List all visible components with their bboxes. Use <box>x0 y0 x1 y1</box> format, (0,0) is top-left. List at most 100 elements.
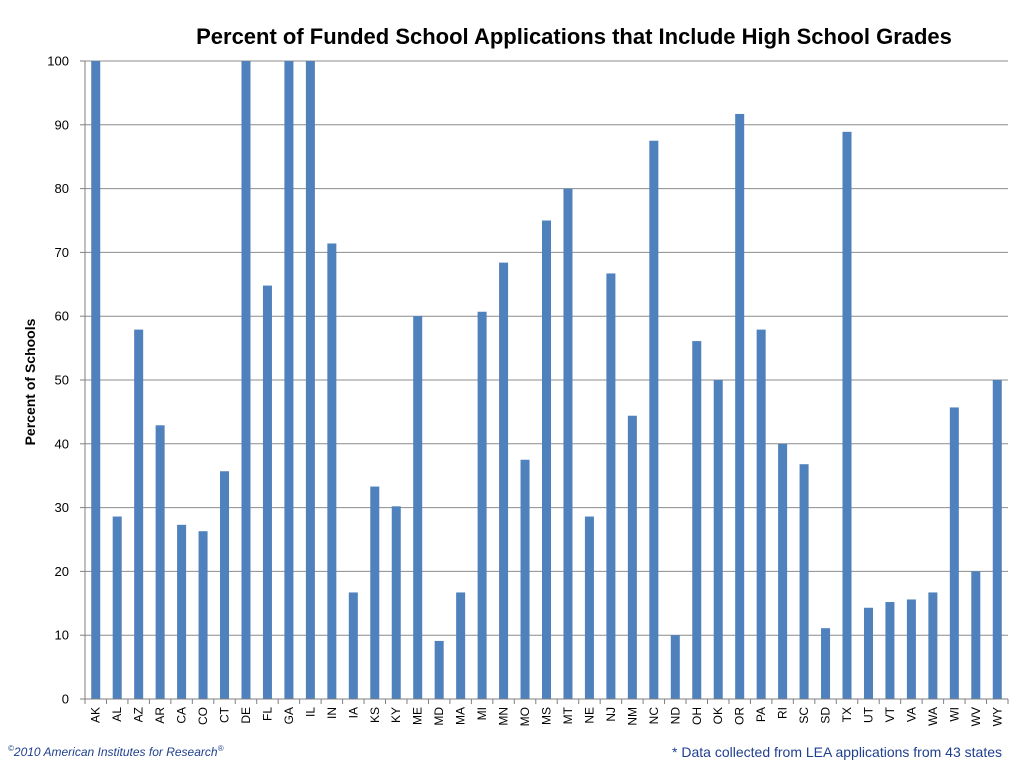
y-tick-label: 30 <box>55 500 69 515</box>
x-tick-label-me: ME <box>411 707 425 725</box>
y-tick-label: 60 <box>55 309 69 324</box>
bar-mi <box>477 311 487 699</box>
bar-ri <box>778 443 788 699</box>
bar-nm <box>627 415 637 699</box>
bar-pa <box>756 329 766 699</box>
x-tick-label-nc: NC <box>647 707 661 725</box>
x-tick-label-va: VA <box>904 707 918 722</box>
bar-mo <box>520 459 530 699</box>
x-tick-label-wi: WI <box>947 707 961 722</box>
bar-nd <box>670 635 680 699</box>
bar-ky <box>391 506 401 699</box>
bar-ct <box>220 471 230 699</box>
copyright-symbol: © <box>8 744 14 753</box>
x-tick-label-mi: MI <box>475 707 489 720</box>
x-tick-label-pa: PA <box>754 707 768 722</box>
bar-ia <box>348 592 358 699</box>
y-tick-label: 0 <box>62 692 69 707</box>
x-tick-label-de: DE <box>239 707 253 724</box>
x-tick-label-wa: WA <box>926 707 940 726</box>
bar-mn <box>499 262 509 699</box>
bar-md <box>434 640 444 699</box>
bar-ne <box>584 516 594 699</box>
bar-az <box>134 329 144 699</box>
x-tick-label-co: CO <box>196 707 210 725</box>
y-axis-label: Percent of Schools <box>22 318 38 445</box>
bars <box>91 61 1002 700</box>
x-tick-label-sd: SD <box>819 707 833 724</box>
copyright-footer: ©2010 American Institutes for Research® <box>8 744 223 759</box>
bar-ak <box>91 61 101 699</box>
x-tick-label-az: AZ <box>132 707 146 722</box>
x-tick-label-mo: MO <box>518 707 532 726</box>
x-tick-label-vt: VT <box>883 706 897 722</box>
y-tick-label: 20 <box>55 564 69 579</box>
x-axis-ticks: AK AL AZ AR CA CO CT DE FL GA IL IN IA KS KY ME MD MA MI MN… <box>84 699 1009 726</box>
bar-il <box>305 61 315 699</box>
bar-ut <box>863 607 873 699</box>
x-tick-label-ca: CA <box>175 707 189 724</box>
x-tick-label-ut: UT <box>861 706 875 723</box>
x-tick-label-nd: ND <box>668 707 682 725</box>
bar-ga <box>284 61 294 699</box>
x-tick-label-fl: FL <box>260 707 274 721</box>
bar-wa <box>928 592 938 699</box>
x-tick-label-ms: MS <box>540 707 554 725</box>
y-tick-label: 50 <box>55 373 69 388</box>
bar-wi <box>949 407 959 699</box>
y-axis-ticks: 0 10 20 30 40 50 60 70 80 90 100 <box>47 54 85 707</box>
x-tick-label-ky: KY <box>389 707 403 723</box>
bar-co <box>198 531 208 699</box>
x-tick-label-ma: MA <box>454 707 468 725</box>
bar-ks <box>370 486 380 699</box>
x-tick-label-sc: SC <box>797 707 811 724</box>
bar-ms <box>541 220 552 699</box>
registered-symbol: ® <box>217 744 224 753</box>
x-tick-label-mn: MN <box>497 707 511 726</box>
y-tick-label: 40 <box>55 436 69 451</box>
bar-wv <box>971 571 981 699</box>
bar-ca <box>177 524 187 699</box>
bar-vt <box>885 602 895 699</box>
y-tick-label: 90 <box>55 117 69 132</box>
data-source-note: * Data collected from LEA applications f… <box>672 744 1002 760</box>
bar-nc <box>649 140 659 699</box>
x-tick-label-ar: AR <box>153 707 167 724</box>
x-tick-label-ia: IA <box>346 707 360 718</box>
bar-me <box>413 316 423 699</box>
x-tick-label-ga: GA <box>282 707 296 724</box>
x-tick-label-ct: CT <box>218 706 232 723</box>
bar-tx <box>842 131 852 699</box>
x-tick-label-ok: OK <box>711 707 725 724</box>
x-tick-label-oh: OH <box>690 707 704 725</box>
x-tick-label-ks: KS <box>368 707 382 723</box>
x-tick-label-md: MD <box>432 707 446 726</box>
x-tick-label-il: IL <box>303 707 317 717</box>
y-tick-label: 10 <box>55 628 69 643</box>
bar-nj <box>606 273 616 699</box>
x-tick-label-al: AL <box>110 707 124 722</box>
bar-ok <box>713 380 723 699</box>
chart-title: Percent of Funded School Applications th… <box>196 24 952 49</box>
x-tick-label-ri: RI <box>776 707 790 719</box>
x-tick-label-ak: AK <box>89 707 103 723</box>
bar-al <box>112 516 122 699</box>
bar-mt <box>563 188 573 699</box>
x-tick-label-tx: TX <box>840 707 854 722</box>
x-tick-label-in: IN <box>325 707 339 719</box>
bar-va <box>906 599 916 699</box>
bar-ar <box>155 425 165 699</box>
bar-fl <box>262 285 272 699</box>
bar-wy <box>992 380 1002 699</box>
bar-de <box>241 61 251 699</box>
bar-in <box>327 243 337 699</box>
x-tick-label-mt: MT <box>561 706 575 724</box>
x-tick-label-wy: WY <box>990 707 1004 726</box>
bar-oh <box>692 341 702 699</box>
x-tick-label-nj: NJ <box>604 707 618 722</box>
bar-sd <box>821 628 831 699</box>
y-tick-label: 80 <box>55 181 69 196</box>
bar-sc <box>799 464 809 699</box>
x-tick-label-nm: NM <box>625 707 639 726</box>
